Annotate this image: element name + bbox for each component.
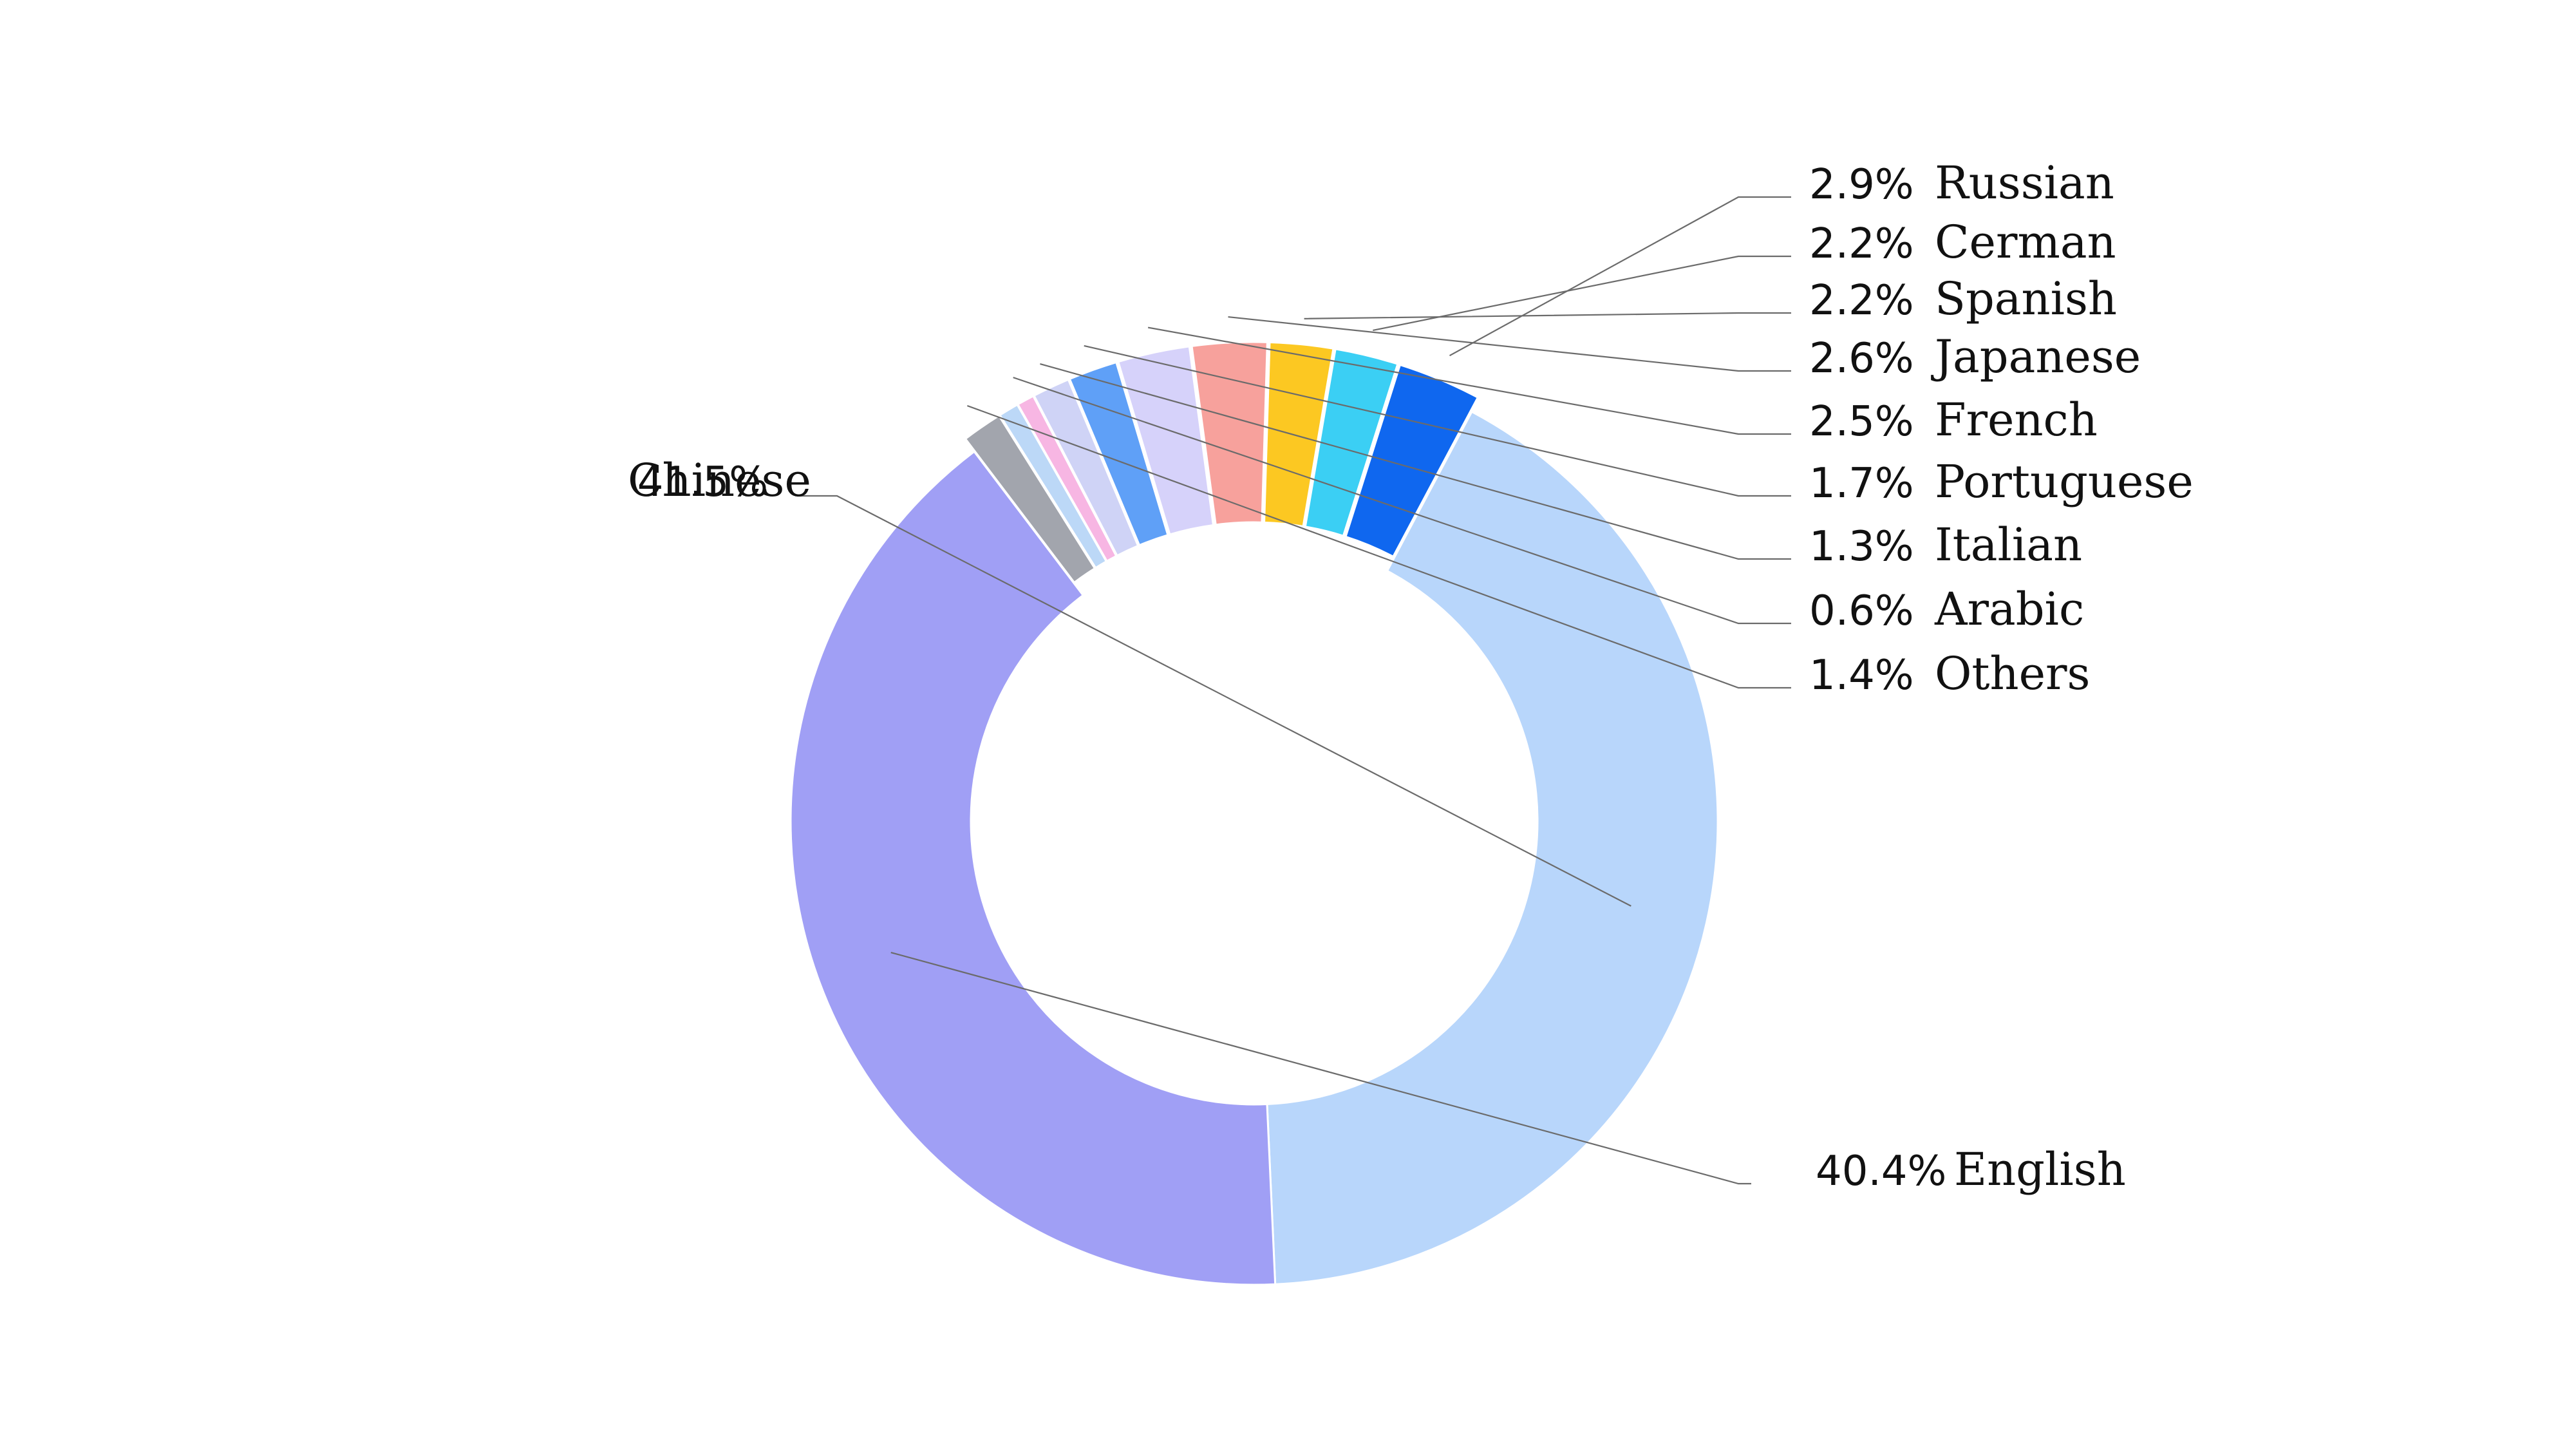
- value-label-russian: 2.9%: [1809, 161, 1914, 209]
- value-label-spanish: 2.2%: [1809, 277, 1914, 325]
- label-portuguese: Portuguese: [1935, 455, 2194, 508]
- slice-portuguese[interactable]: [1068, 361, 1169, 547]
- value-label-cerman: 2.2%: [1809, 220, 1914, 268]
- label-russian: Russian: [1935, 156, 2114, 209]
- slice-english[interactable]: [789, 450, 1277, 1286]
- leader-line-portuguese: [1084, 345, 1791, 497]
- slice-russian[interactable]: [1344, 363, 1480, 558]
- value-label-portuguese: 1.7%: [1809, 460, 1914, 507]
- leader-line-japanese: [1228, 316, 1791, 372]
- leader-line-others: [966, 404, 1791, 689]
- label-others: Others: [1935, 647, 2090, 700]
- value-label-english: 40.4%: [1816, 1148, 1946, 1195]
- value-label-chinese: 41.5%: [637, 459, 768, 506]
- label-spanish: Spanish: [1935, 272, 2117, 325]
- slice-italian[interactable]: [1033, 378, 1140, 557]
- value-label-italian: 1.3%: [1809, 523, 1914, 571]
- leader-line-group: [797, 196, 1791, 1185]
- leader-line-spanish: [1304, 312, 1791, 319]
- value-label-french: 2.5%: [1809, 398, 1914, 446]
- slice-others[interactable]: [964, 414, 1096, 584]
- label-cerman: Cerman: [1935, 216, 2116, 269]
- slice-spanish[interactable]: [1263, 341, 1335, 528]
- slice-group: [789, 341, 1719, 1286]
- leader-line-english: [890, 951, 1751, 1185]
- slice-japanese[interactable]: [1190, 341, 1268, 526]
- label-english: English: [1954, 1143, 2126, 1196]
- label-japanese: Japanese: [1931, 330, 2141, 383]
- label-french: French: [1935, 393, 2098, 446]
- leader-line-russian: [1449, 196, 1791, 357]
- label-chinese: Chinese: [628, 454, 811, 507]
- label-arabic: Arabic: [1934, 583, 2084, 636]
- leader-line-french: [1147, 327, 1791, 435]
- leader-line-cerman: [1373, 255, 1791, 332]
- slice-cerman[interactable]: [1304, 348, 1399, 538]
- leader-line-italian: [1040, 363, 1791, 560]
- leader-line-chinese: [797, 495, 1631, 907]
- value-label-arabic: 0.6%: [1809, 587, 1914, 635]
- value-label-japanese: 2.6%: [1809, 335, 1914, 383]
- label-italian: Italian: [1935, 518, 2082, 571]
- value-label-others: 1.4%: [1809, 652, 1914, 699]
- leader-line-arabic: [1013, 377, 1791, 625]
- slice-chinese[interactable]: [1266, 410, 1719, 1285]
